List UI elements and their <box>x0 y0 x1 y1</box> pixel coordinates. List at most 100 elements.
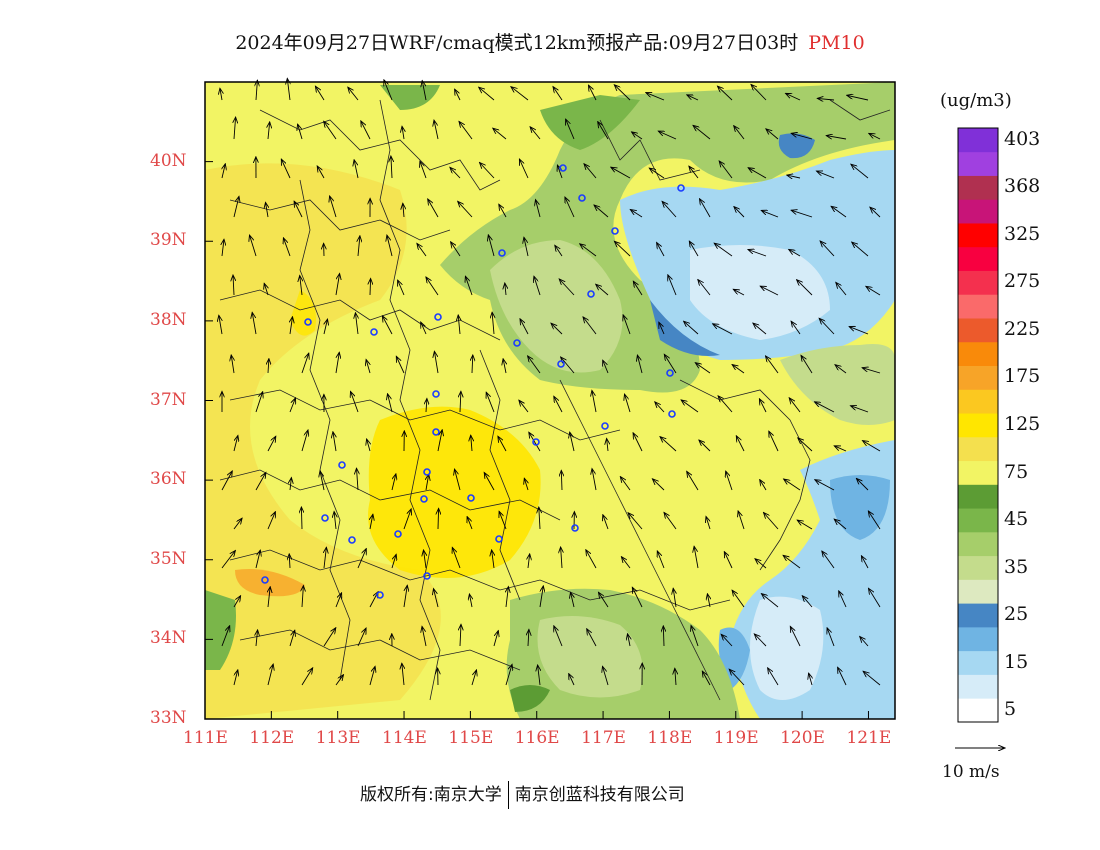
wind-arrow <box>281 159 291 179</box>
wind-arrow <box>551 323 563 335</box>
wind-arrow <box>250 235 257 257</box>
city-marker <box>304 318 312 326</box>
wind-arrow <box>553 87 563 101</box>
wind-arrow <box>391 474 396 491</box>
wind-arrow <box>460 391 461 413</box>
wind-arrow <box>681 400 699 413</box>
wind-arrow <box>718 396 733 413</box>
wind-arrow <box>268 359 269 374</box>
city-marker <box>261 576 269 584</box>
wind-arrow <box>689 166 699 179</box>
wind-arrow <box>391 554 396 569</box>
lon-tick-label: 115E <box>448 728 494 748</box>
wind-arrow <box>860 637 869 647</box>
wind-arrow <box>714 243 733 257</box>
wind-arrow <box>434 589 439 608</box>
wind-arrow <box>729 669 745 686</box>
wind-arrow <box>734 207 745 218</box>
colorbar-tick-label: 275 <box>1004 270 1041 293</box>
wind-arrow <box>599 592 609 608</box>
wind-arrow <box>809 673 812 686</box>
colorbar-segment <box>958 151 998 176</box>
lon-tick-label: 118E <box>647 728 693 748</box>
lat-tick-label: 40N <box>150 150 187 171</box>
wind-arrow <box>524 237 529 257</box>
city-marker <box>571 524 579 532</box>
wind-arrow <box>469 594 472 608</box>
wind-arrow <box>267 436 276 452</box>
wind-arrow <box>421 322 427 335</box>
wind-arrow <box>290 317 293 335</box>
city-marker <box>513 339 521 347</box>
wind-arrow <box>684 321 699 335</box>
colorbar-tick-label: 225 <box>1004 317 1041 340</box>
colorbar-tick-label: 403 <box>1004 127 1041 150</box>
wind-arrow <box>387 235 393 257</box>
wind-arrow <box>402 126 404 140</box>
wind-arrow <box>465 276 473 296</box>
wind-arrow <box>294 201 303 218</box>
wind-arrow <box>317 166 325 179</box>
wind-arrow <box>335 352 339 374</box>
lat-tick-label: 39N <box>150 230 187 251</box>
wind-arrow <box>693 125 711 140</box>
wind-arrow <box>324 547 326 569</box>
colorbar-segment <box>958 508 998 533</box>
wind-vectors <box>219 78 881 686</box>
wind-arrow <box>649 168 665 179</box>
wind-arrow <box>438 508 439 530</box>
wind-arrow <box>652 479 665 491</box>
wind-arrow <box>766 356 779 374</box>
wind-arrow <box>571 592 575 608</box>
wind-arrow <box>493 128 507 140</box>
wind-arrow <box>668 275 677 296</box>
colorbar-tick-label: 325 <box>1004 222 1041 245</box>
wind-arrow <box>839 591 847 608</box>
wind-arrow <box>836 282 847 296</box>
wind-arrow <box>607 438 608 452</box>
wind-arrow <box>221 551 235 569</box>
wind-arrow <box>524 478 528 491</box>
wind-arrow <box>815 480 835 491</box>
copyright-right: 南京创蓝科技有限公司 <box>514 785 685 805</box>
province-borders <box>219 99 891 701</box>
lon-tick-label: 120E <box>780 728 825 748</box>
wind-arrow <box>255 473 266 491</box>
wind-arrow <box>335 593 342 608</box>
wind-arrow <box>324 121 337 140</box>
title-main: 2024年09月27日WRF/cmaq模式12km预报产品:09月27日03时 <box>235 32 799 54</box>
lon-tick-label: 119E <box>713 728 759 748</box>
wind-arrow <box>726 471 733 491</box>
colorbar-segment <box>958 175 998 200</box>
city-marker <box>423 468 431 476</box>
wind-arrow <box>662 201 677 218</box>
wind-arrow <box>434 351 439 374</box>
wind-arrow <box>484 473 495 491</box>
wind-arrow <box>283 238 291 257</box>
wind-arrow <box>554 626 563 647</box>
wind-arrow <box>783 555 801 569</box>
wind-arrow <box>851 164 869 179</box>
wind-arrow <box>505 664 512 686</box>
city-marker <box>495 535 503 543</box>
wind-arrow <box>852 242 869 257</box>
wind-arrow <box>790 626 801 647</box>
wind-arrow <box>702 671 711 686</box>
wind-arrow <box>361 121 371 140</box>
wind-arrow <box>658 131 677 140</box>
wind-arrow <box>592 390 597 413</box>
wind-arrow <box>422 81 427 101</box>
lat-tick-label: 34N <box>150 628 187 649</box>
city-marker <box>559 164 567 172</box>
city-marker <box>587 290 595 298</box>
wind-arrow <box>480 163 495 179</box>
wind-arrow <box>869 588 881 608</box>
wind-arrow <box>687 471 699 491</box>
wind-arrow <box>557 165 563 179</box>
wind-arrow <box>315 86 325 101</box>
colorbar-segment <box>958 674 998 699</box>
wind-arrow <box>633 281 643 296</box>
wind-arrow <box>403 585 407 608</box>
wind-arrow <box>357 549 366 569</box>
wind-arrow <box>863 671 881 686</box>
